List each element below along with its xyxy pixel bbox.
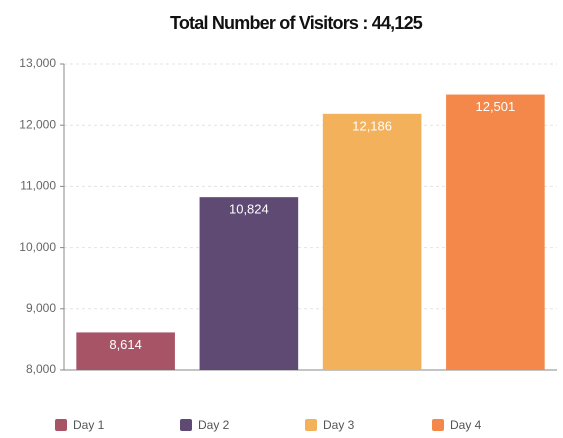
legend-swatch — [180, 419, 192, 431]
value-label: 10,824 — [229, 202, 269, 217]
legend-swatch — [55, 419, 67, 431]
legend-swatch — [305, 419, 317, 431]
y-tick-label: 12,000 — [19, 117, 56, 131]
bar — [446, 94, 545, 370]
value-label: 12,501 — [475, 99, 515, 114]
chart-title: Total Number of Visitors : 44,125 — [170, 13, 423, 33]
value-label: 8,614 — [109, 337, 142, 352]
bar — [322, 113, 422, 370]
bar — [76, 332, 175, 370]
legend-label: Day 4 — [450, 418, 482, 432]
y-tick-label: 11,000 — [20, 179, 56, 193]
legend-label: Day 2 — [198, 418, 230, 432]
legend-label: Day 3 — [323, 418, 355, 432]
legend-swatch — [432, 419, 444, 431]
bar — [199, 197, 299, 370]
y-tick-label: 13,000 — [19, 56, 56, 70]
value-label: 12,186 — [352, 118, 392, 133]
y-tick-label: 10,000 — [19, 240, 56, 254]
y-tick-label: 9,000 — [26, 301, 56, 315]
legend-label: Day 1 — [73, 418, 105, 432]
y-tick-label: 8,000 — [26, 362, 56, 376]
